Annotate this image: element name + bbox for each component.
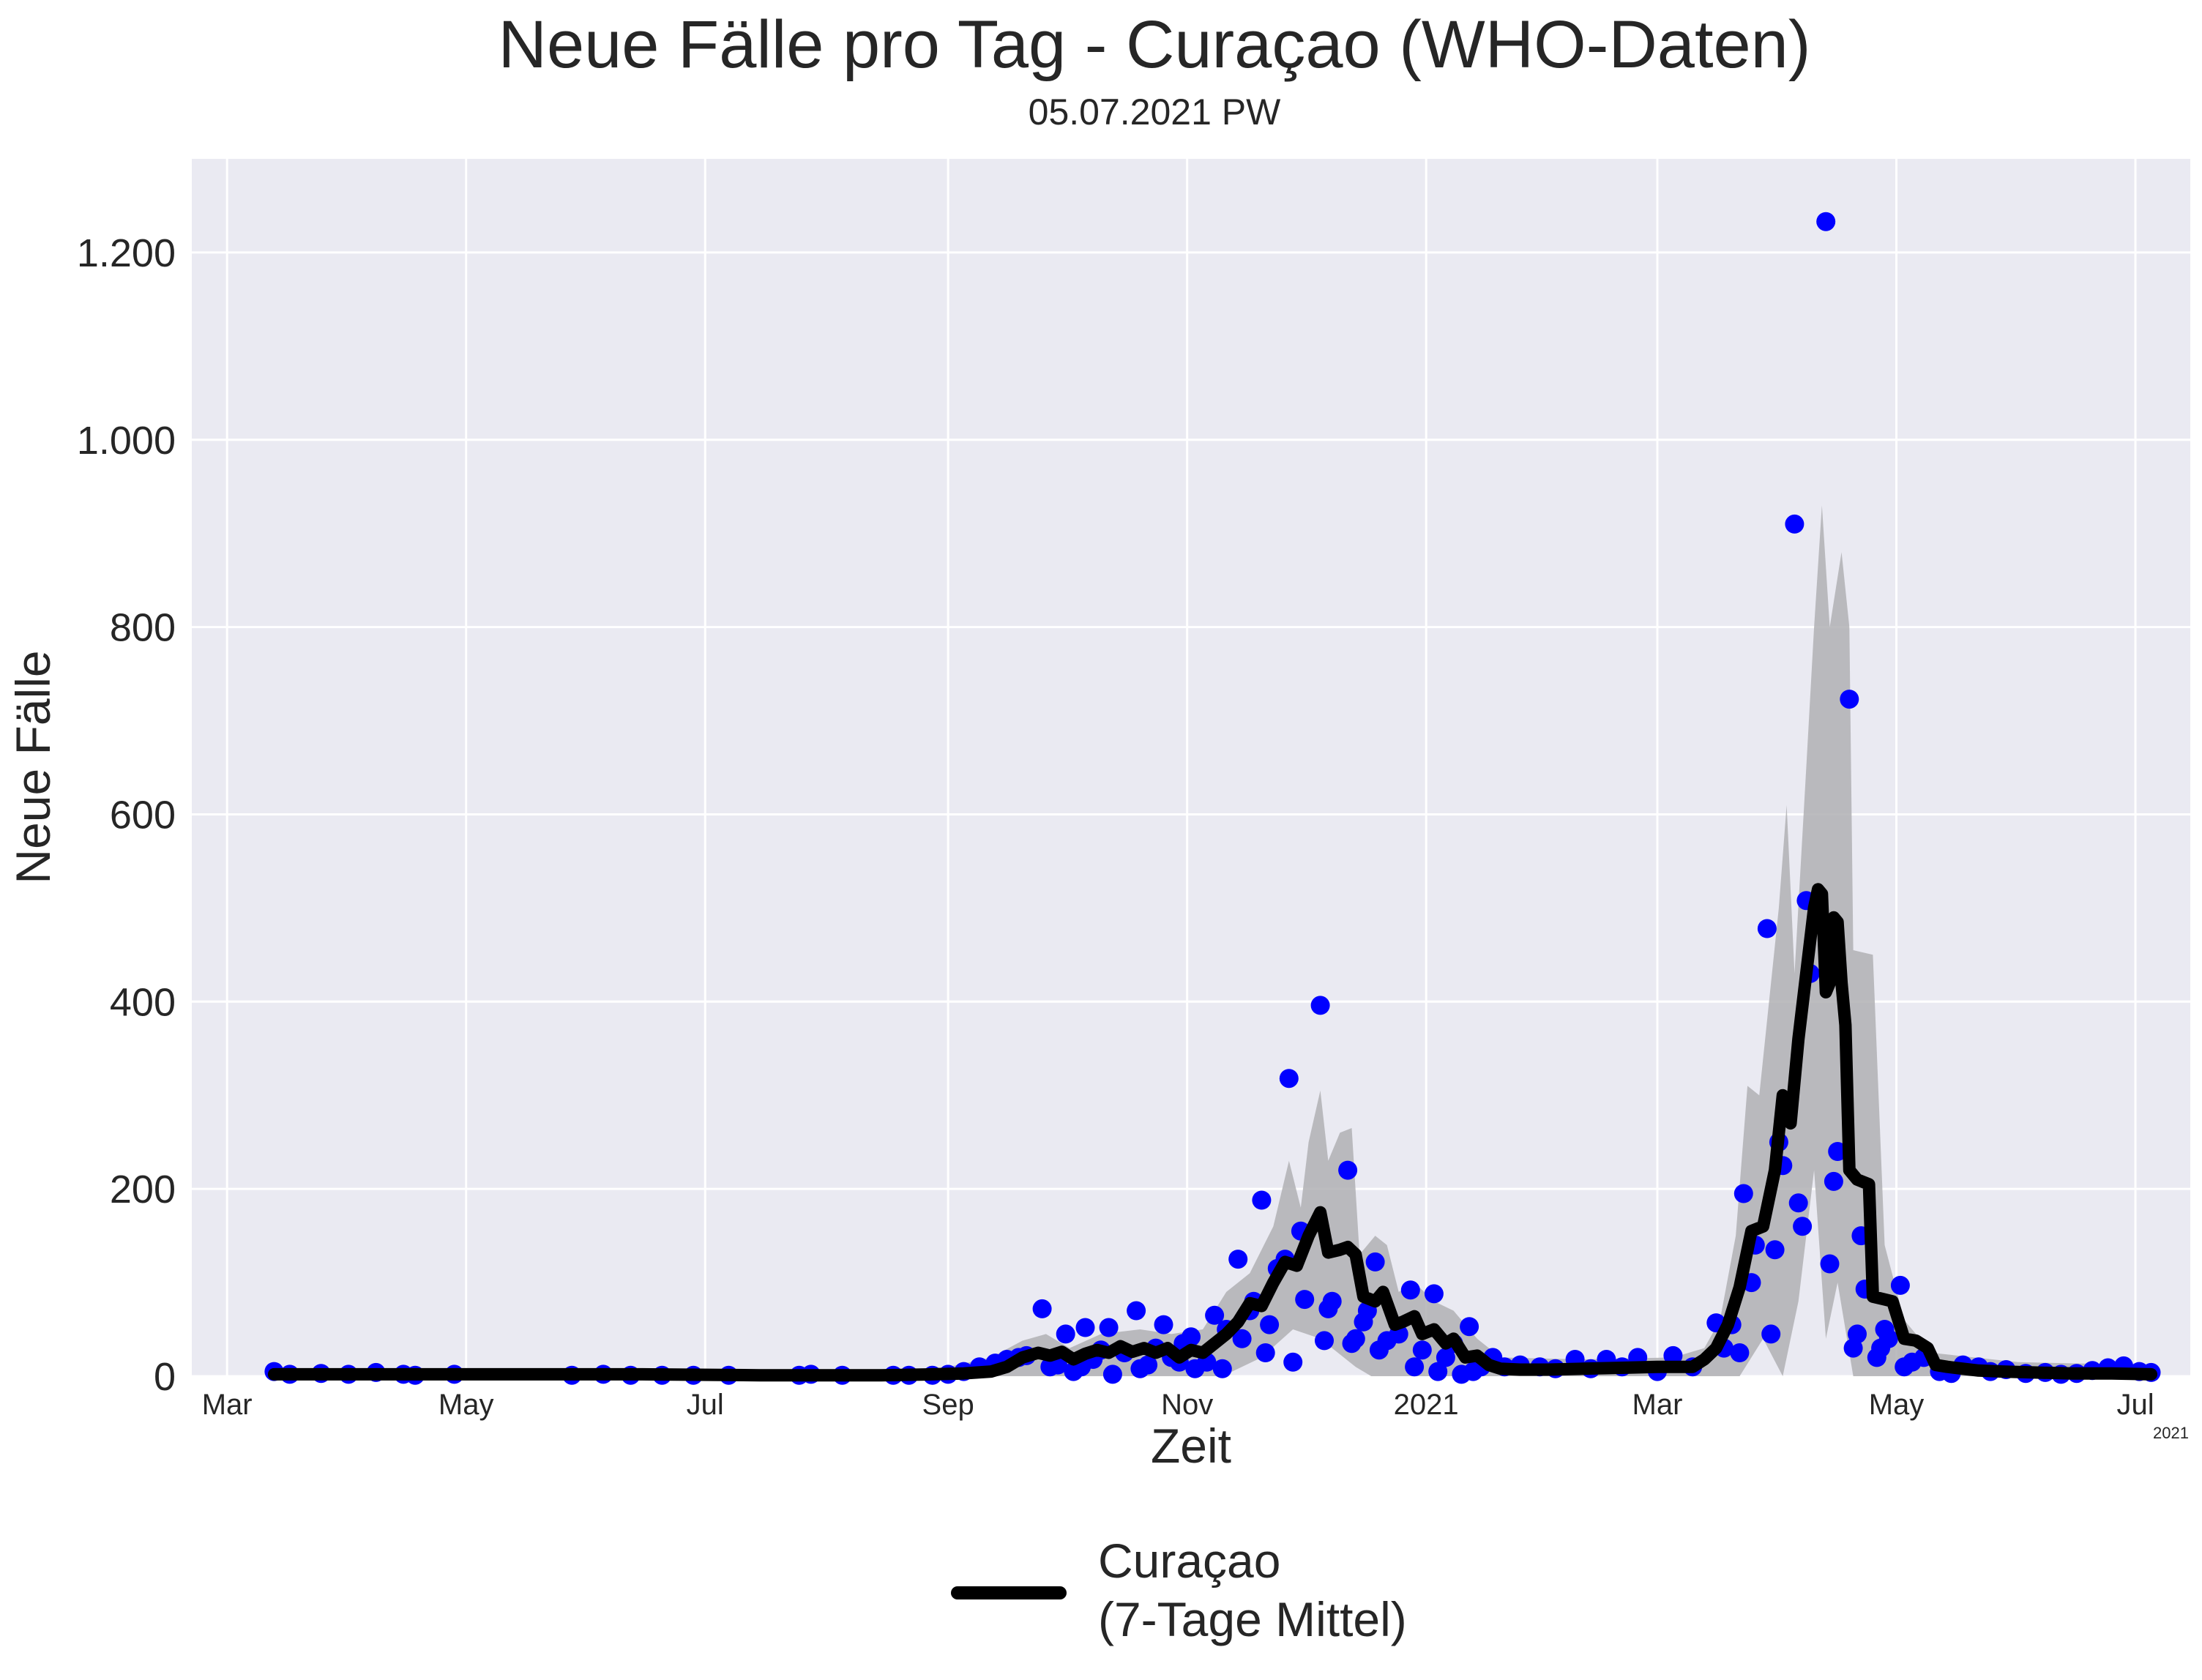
y-tick-label: 200 xyxy=(110,1168,176,1212)
y-tick-label: 600 xyxy=(110,793,176,837)
data-point xyxy=(1824,1171,1843,1191)
data-point xyxy=(1840,690,1859,709)
chart-subtitle: 05.07.2021 PW xyxy=(1029,92,1281,132)
data-point xyxy=(1793,1217,1813,1236)
data-point xyxy=(1828,1142,1848,1161)
data-point xyxy=(1460,1317,1479,1337)
data-point xyxy=(1205,1305,1225,1325)
x-tick-label: May xyxy=(438,1389,494,1421)
y-tick-label: 0 xyxy=(154,1355,176,1399)
data-point xyxy=(1310,996,1330,1015)
data-point xyxy=(1228,1250,1248,1269)
data-point xyxy=(1757,919,1777,938)
series-line xyxy=(267,883,2157,1382)
x-tick-label: 2021 xyxy=(1394,1389,1459,1421)
data-point xyxy=(1820,1254,1840,1274)
plot-area xyxy=(192,159,2190,1376)
x-tick-label: Mar xyxy=(202,1389,253,1421)
data-point xyxy=(1663,1345,1683,1365)
data-point xyxy=(1788,1193,1808,1213)
x-axis-label: Zeit xyxy=(1151,1419,1231,1473)
data-point xyxy=(1138,1355,1158,1375)
x-tick-label: Nov xyxy=(1161,1389,1213,1421)
x-tick-label: Jul xyxy=(687,1389,724,1421)
y-tick-labels: 0 200 400 600 800 1.000 1.200 xyxy=(77,231,176,1399)
data-point xyxy=(1816,212,1836,231)
x-tick-label: Sep xyxy=(922,1389,974,1421)
legend: Curaçao (7-Tage Mittel) xyxy=(951,1534,1407,1646)
x-tick-label: May xyxy=(1869,1389,1925,1421)
y-tick-label: 1.200 xyxy=(77,231,176,275)
data-point xyxy=(1365,1252,1385,1272)
grid xyxy=(192,159,2190,1378)
data-point xyxy=(1099,1318,1119,1337)
data-point xyxy=(1315,1331,1334,1351)
data-point xyxy=(1733,1184,1753,1203)
data-point xyxy=(1232,1329,1252,1348)
x-tick-label: Jul xyxy=(2116,1389,2154,1421)
data-point xyxy=(1424,1284,1444,1304)
data-point xyxy=(1730,1343,1750,1362)
data-point xyxy=(1428,1362,1448,1381)
data-point xyxy=(1127,1301,1146,1321)
data-point xyxy=(1075,1318,1095,1337)
x-tick-label: Mar xyxy=(1632,1389,1683,1421)
data-point xyxy=(1260,1315,1280,1334)
chart-title: Neue Fälle pro Tag - Curaçao (WHO-Daten) xyxy=(499,7,1811,82)
data-point xyxy=(1154,1315,1173,1334)
data-point xyxy=(1400,1280,1420,1300)
data-point xyxy=(1890,1275,1910,1295)
y-tick-label: 1.000 xyxy=(77,419,176,463)
seven-day-average-line xyxy=(267,883,2157,1382)
data-point xyxy=(1283,1352,1303,1372)
x-tick-labels: Mar May Jul Sep Nov 2021 Mar May Jul xyxy=(202,1389,2154,1421)
data-point xyxy=(1765,1240,1785,1260)
y-tick-label: 800 xyxy=(110,606,176,650)
data-point xyxy=(1255,1343,1275,1362)
y-axis-label: Neue Fälle xyxy=(6,650,60,884)
data-point xyxy=(1252,1190,1272,1210)
data-point xyxy=(1405,1357,1425,1377)
data-point xyxy=(1848,1324,1867,1344)
data-point xyxy=(1032,1299,1052,1318)
data-point xyxy=(1761,1324,1781,1344)
data-point xyxy=(1346,1329,1365,1348)
data-point xyxy=(1295,1290,1315,1310)
data-point xyxy=(1785,514,1804,534)
x-axis-offset-label: 2021 xyxy=(2153,1424,2189,1442)
data-point xyxy=(1279,1069,1299,1089)
data-point xyxy=(1102,1364,1122,1384)
data-point xyxy=(1412,1340,1432,1360)
data-point xyxy=(1878,1329,1898,1348)
y-tick-label: 400 xyxy=(110,980,176,1024)
data-point xyxy=(1436,1348,1455,1367)
legend-label-line1: Curaçao xyxy=(1098,1534,1280,1588)
range-band xyxy=(274,505,2151,1376)
data-point xyxy=(1322,1291,1342,1311)
band-area xyxy=(274,505,2151,1376)
data-point xyxy=(1056,1324,1075,1344)
legend-label-line2: (7-Tage Mittel) xyxy=(1098,1592,1407,1646)
data-point xyxy=(1338,1160,1358,1180)
data-point xyxy=(1212,1359,1232,1378)
data-point xyxy=(1182,1327,1201,1347)
